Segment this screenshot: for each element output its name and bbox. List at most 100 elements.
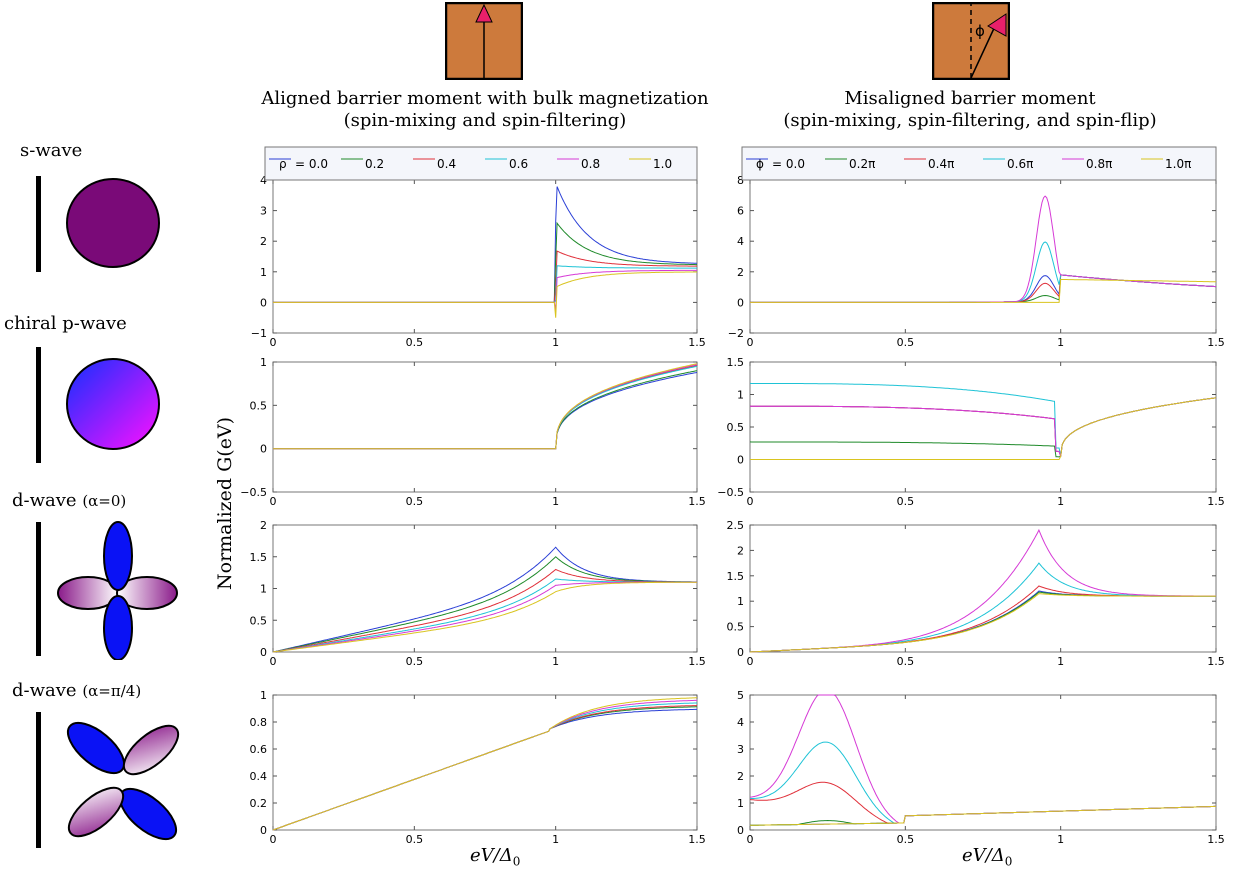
legend-box [741, 146, 1217, 181]
y-tick-label: 2.5 [727, 519, 745, 532]
aligned-title-line2: (spin-mixing and spin-filtering) [343, 110, 627, 131]
x-tick-label: 0.5 [897, 336, 915, 349]
y-tick-label: 1 [737, 797, 744, 810]
plot-area [749, 694, 1217, 831]
row-label-d-wave-0: d-wave (α=0) [12, 490, 127, 511]
y-tick-label: 0 [260, 646, 267, 659]
plot-area [272, 694, 698, 831]
x-tick-label: 0.5 [406, 336, 424, 349]
x-tick-label: 0.5 [897, 833, 915, 846]
x-tick-label: 1 [552, 495, 559, 508]
x-tick-label: 1 [1057, 495, 1064, 508]
x-tick-label: 1 [1057, 833, 1064, 846]
x-tick-label: 0 [270, 495, 277, 508]
y-tick-label: 0 [260, 296, 267, 309]
plot-area [749, 524, 1217, 653]
y-tick-label: 0.8 [250, 716, 268, 729]
y-tick-label: 0 [260, 824, 267, 837]
x-tick-label: 1.5 [1207, 833, 1225, 846]
chart-panel-6: 0 0.5 1 1.5 0 0.2 0.4 0.6 0.8 1 [250, 689, 706, 846]
d-wave-alpha0-icon [36, 521, 178, 660]
s-wave-icon [36, 176, 160, 272]
phi-symbol: ϕ [975, 22, 985, 40]
y-tick-label: 4 [737, 716, 744, 729]
y-tick-label: 1.5 [250, 551, 268, 564]
y-tick-label: 2 [260, 519, 267, 532]
p-wave-icon [36, 347, 160, 463]
series-line-2 [272, 568, 697, 653]
legend-prefix: ϕ [756, 157, 764, 171]
x-tick-label: 0.5 [406, 655, 424, 668]
legend-label: 0.6π [1007, 157, 1033, 171]
y-tick-label: 0 [737, 454, 744, 467]
y-tick-label: −2 [728, 327, 744, 340]
misaligned-column-title: Misaligned barrier moment (spin-mixing, … [720, 88, 1220, 132]
x-tick-label: 0 [270, 655, 277, 668]
legend-label: 1.0 [653, 157, 672, 171]
y-tick-label: 1 [737, 595, 744, 608]
y-tick-label: 8 [737, 174, 744, 187]
y-tick-label: 1 [260, 266, 267, 279]
y-tick-label: −1 [251, 327, 267, 340]
x-tick-label: 0.5 [406, 833, 424, 846]
y-tick-label: 2 [737, 770, 744, 783]
x-axis-label-left: eV/Δ0 [470, 845, 521, 869]
y-tick-label: 0.4 [250, 770, 268, 783]
y-tick-label: 0.5 [727, 421, 745, 434]
chart-panel-4: 0 0.5 1 1.5 0 0.5 1 1.5 2 [250, 519, 706, 668]
legend-prefix: ρ [279, 157, 287, 171]
series-line-5 [750, 397, 1217, 460]
legend-label: = 0.0 [295, 157, 328, 171]
series-line-5 [272, 581, 697, 653]
x-tick-label: 0.5 [406, 495, 424, 508]
plot-area [272, 179, 698, 334]
x-tick-label: 1 [552, 336, 559, 349]
y-tick-label: 1.5 [727, 356, 745, 369]
y-tick-label: 4 [737, 235, 744, 248]
chart-panel-2: 0 0.5 1 1.5−0.500.51 [240, 356, 705, 508]
aligned-column-title: Aligned barrier moment with bulk magneti… [230, 88, 740, 132]
x-tick-label: 0.5 [897, 495, 915, 508]
y-tick-label: 1.5 [727, 570, 745, 583]
legend-label: = 0.0 [772, 157, 805, 171]
y-tick-label: 3 [737, 743, 744, 756]
legend-label: 1.0π [1165, 157, 1191, 171]
x-tick-label: 0 [747, 833, 754, 846]
chart-panel-3: 0 0.5 1 1.5−0.500.511.5 [717, 356, 1224, 508]
x-tick-label: 0 [747, 655, 754, 668]
legend-0: ρ = 0.0 0.2 0.4 0.6 0.8 1.0 [264, 146, 698, 181]
chart-panel-5: 0 0.5 1 1.5 0 0.5 1 1.5 2 2.5 [727, 519, 1225, 668]
aligned-title-line1: Aligned barrier moment with bulk magneti… [261, 88, 709, 109]
y-tick-label: 0 [737, 824, 744, 837]
x-tick-label: 1 [1057, 336, 1064, 349]
y-tick-label: 2 [737, 544, 744, 557]
aligned-moment-inset [445, 2, 523, 80]
y-tick-label: 0.5 [727, 621, 745, 634]
legend-box [264, 146, 698, 181]
x-tick-label: 1.5 [1207, 655, 1225, 668]
row-label-p-wave: chiral p-wave [4, 313, 127, 334]
series-line-5 [749, 593, 1216, 653]
x-tick-label: 1.5 [1207, 495, 1225, 508]
y-tick-label: 1 [260, 689, 267, 702]
series-line-5 [273, 363, 698, 450]
legend-label: 0.4 [437, 157, 456, 171]
misaligned-moment-inset: ϕ [932, 2, 1010, 80]
chart-panel-7: 0 0.5 1 1.5 0 1 2 3 4 5 [737, 689, 1225, 846]
x-tick-label: 1.5 [1207, 336, 1225, 349]
y-tick-label: 2 [737, 266, 744, 279]
y-tick-label: 5 [737, 689, 744, 702]
y-tick-label: 0 [260, 443, 267, 456]
y-tick-label: 2 [260, 235, 267, 248]
y-tick-label: 1 [260, 356, 267, 369]
plot-area [749, 179, 1217, 334]
x-tick-label: 0 [747, 336, 754, 349]
y-tick-label: 0 [737, 646, 744, 659]
plot-area [749, 361, 1217, 493]
legend-label: 0.8 [581, 157, 600, 171]
y-tick-label: −0.5 [717, 486, 744, 499]
x-tick-label: 1.5 [688, 655, 706, 668]
y-tick-label: 1 [260, 583, 267, 596]
